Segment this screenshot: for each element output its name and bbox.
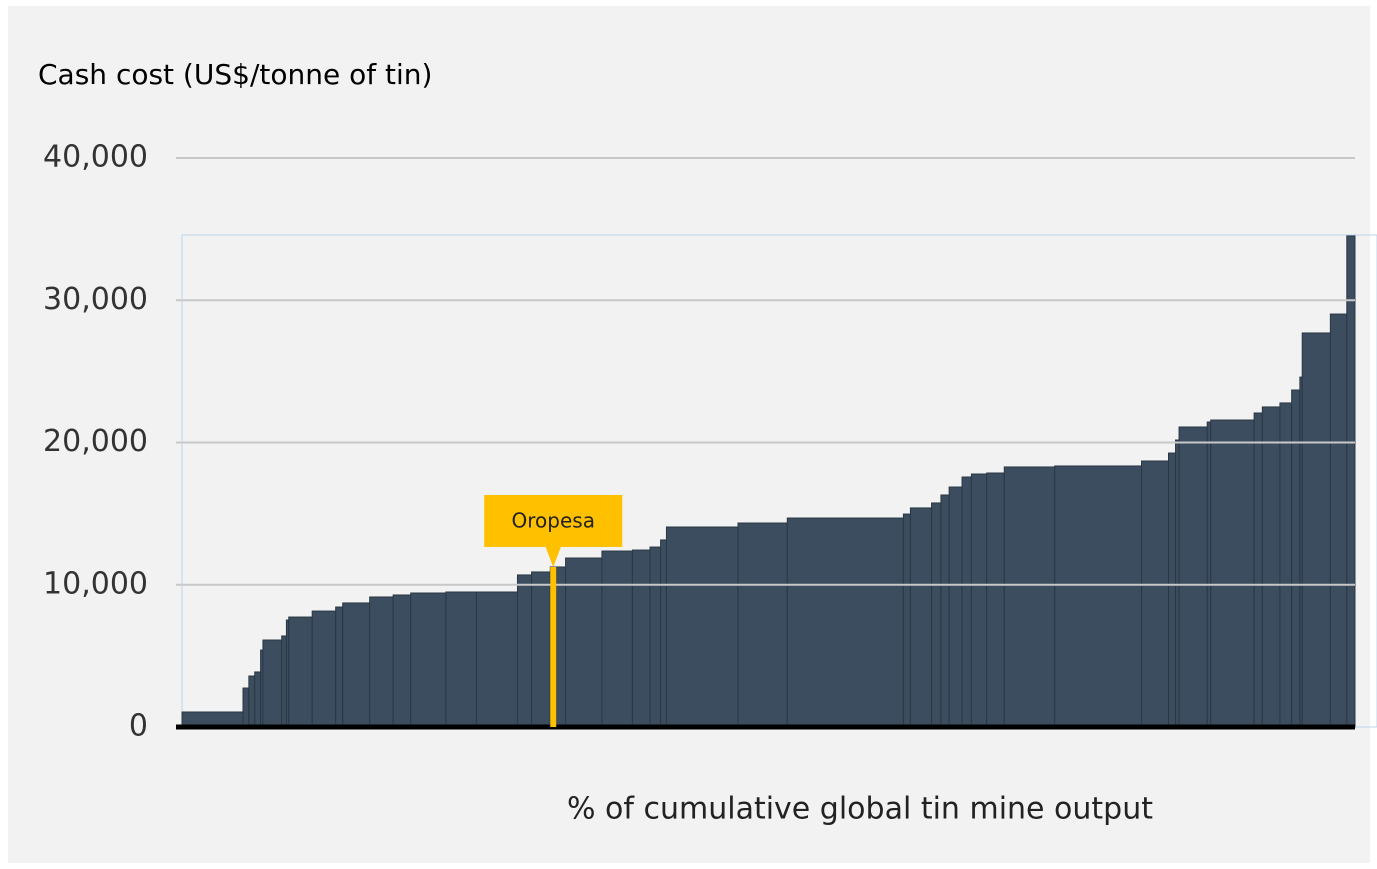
highlight-bar <box>550 566 557 727</box>
bar <box>786 517 904 728</box>
bar <box>986 472 1005 728</box>
bar <box>410 592 447 728</box>
y-tick-label: 10,000 <box>43 566 148 601</box>
bar <box>369 596 394 728</box>
bar <box>335 606 344 728</box>
bar <box>902 513 911 728</box>
bar <box>649 546 662 728</box>
bar <box>1141 460 1169 728</box>
bar <box>1329 313 1348 728</box>
bar <box>262 639 283 728</box>
bar <box>1253 412 1263 728</box>
y-tick-label: 20,000 <box>43 424 148 459</box>
bar <box>665 526 739 728</box>
bar <box>1003 466 1056 728</box>
bar <box>970 473 988 728</box>
background <box>8 6 1370 863</box>
bar <box>1206 421 1212 728</box>
bar <box>961 476 972 728</box>
bar <box>601 550 633 728</box>
bar <box>242 687 250 728</box>
callout-label: Oropesa <box>512 508 595 532</box>
bar <box>948 486 963 728</box>
bar <box>254 671 262 728</box>
bar <box>288 616 313 728</box>
bar <box>342 602 371 728</box>
callout-box <box>484 494 623 547</box>
bar <box>940 494 950 728</box>
bar <box>1291 389 1301 728</box>
bar <box>1210 419 1255 728</box>
bar <box>516 574 533 728</box>
bar <box>1167 452 1177 728</box>
bar <box>931 502 942 728</box>
bar <box>737 522 788 728</box>
y-axis-label: Cash cost (US$/tonne of tin) <box>38 58 432 91</box>
bar <box>909 507 933 728</box>
bar <box>1175 439 1180 728</box>
bar <box>631 549 651 728</box>
bar <box>445 591 477 728</box>
bar <box>475 591 518 728</box>
bar <box>531 571 551 728</box>
bar <box>392 594 412 728</box>
bar <box>660 539 667 728</box>
callout-pointer <box>545 545 562 567</box>
bar <box>1346 235 1356 728</box>
bar <box>281 635 287 728</box>
bar <box>1301 332 1331 728</box>
bar <box>1178 426 1208 728</box>
bar <box>565 557 603 728</box>
bar <box>1279 402 1293 728</box>
bar <box>555 566 567 728</box>
y-tick-label: 40,000 <box>43 140 148 175</box>
bar <box>248 675 256 728</box>
y-tick-label: 30,000 <box>43 282 148 317</box>
bar <box>311 610 337 728</box>
bar <box>1261 406 1281 728</box>
bar <box>1054 465 1143 728</box>
y-tick-label: 0 <box>129 709 148 744</box>
x-axis-label: % of cumulative global tin mine output <box>567 792 1153 827</box>
